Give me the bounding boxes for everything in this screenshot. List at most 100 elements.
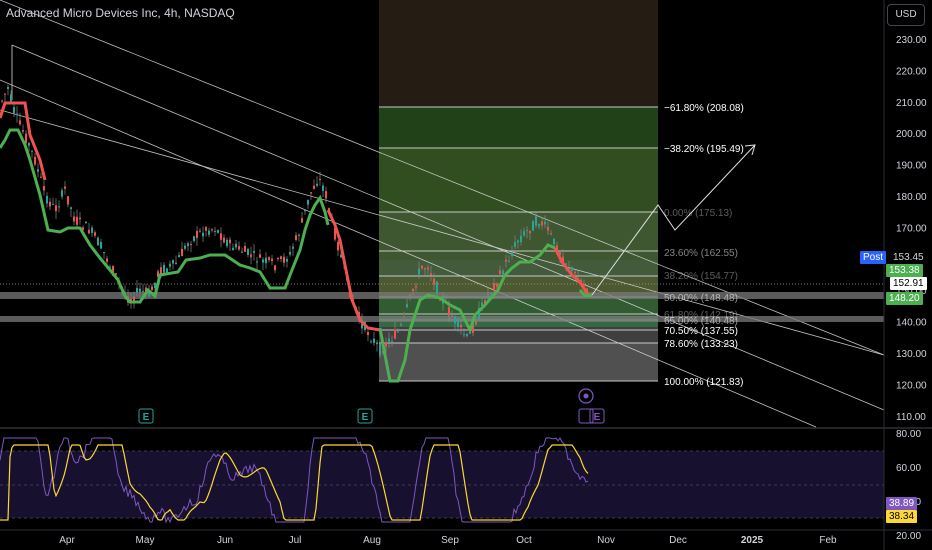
- candle-body: [253, 250, 255, 253]
- candle-body: [61, 190, 63, 197]
- candle-body: [202, 232, 204, 237]
- dividend-marker[interactable]: [578, 388, 594, 424]
- candle-body: [550, 233, 552, 235]
- candle-body: [289, 252, 291, 255]
- candle-body: [268, 257, 270, 260]
- candle-body: [538, 224, 540, 227]
- time-tick-label: Apr: [59, 535, 75, 546]
- earnings-marker-label: E: [143, 412, 150, 423]
- channel-line: [0, 109, 885, 356]
- price-tick-label: 170.00: [896, 223, 927, 234]
- candle-body: [64, 186, 66, 189]
- candle-body: [178, 255, 180, 258]
- candle-body: [175, 262, 177, 264]
- candle-body: [88, 229, 90, 234]
- candle-body: [262, 259, 264, 263]
- candle-body: [238, 246, 240, 250]
- time-tick-label: Jul: [289, 535, 302, 546]
- time-tick-label: 2025: [741, 535, 764, 546]
- candle-body: [418, 268, 420, 275]
- candle-body: [337, 241, 339, 251]
- fib-zone: [379, 343, 658, 381]
- price-tick-label: 180.00: [896, 192, 927, 203]
- earnings-marker[interactable]: E: [138, 408, 154, 424]
- candle-body: [229, 239, 231, 244]
- candle-body: [283, 256, 285, 263]
- candle-body: [226, 239, 228, 247]
- candle-body: [244, 246, 246, 252]
- candle-body: [511, 252, 513, 257]
- candle-body: [259, 254, 261, 258]
- time-tick-label: May: [136, 535, 155, 546]
- rsi-pane[interactable]: [0, 427, 932, 524]
- candle-body: [214, 230, 216, 232]
- rsi-value-tag: 38.89: [886, 497, 918, 510]
- fib-zone: [379, 0, 658, 107]
- post-label-tag: Post: [860, 251, 887, 264]
- candle-body: [265, 257, 267, 264]
- candle-body: [562, 256, 564, 263]
- candle-body: [460, 324, 462, 328]
- candle-body: [301, 218, 303, 223]
- earnings-marker-box: [589, 408, 605, 424]
- candle-body: [439, 299, 441, 301]
- candle-body: [169, 263, 171, 267]
- candle-body: [304, 209, 306, 212]
- candle-body: [403, 313, 405, 315]
- candle-body: [211, 229, 213, 231]
- price-tick-label: 220.00: [896, 66, 927, 77]
- currency-button[interactable]: USD: [887, 4, 925, 26]
- candle-body: [208, 230, 210, 235]
- rsi-tick-label: 20.00: [896, 531, 921, 542]
- candle-body: [490, 292, 492, 295]
- candle-body: [472, 324, 474, 333]
- candle-body: [547, 226, 549, 231]
- candle-body: [523, 231, 525, 236]
- current-price-tag: 152.91: [890, 277, 927, 290]
- candle-body: [505, 259, 507, 262]
- time-tick-label: Feb: [819, 535, 837, 546]
- candle-body: [373, 338, 375, 344]
- candle-body: [67, 196, 69, 205]
- candle-body: [481, 302, 483, 307]
- candle-body: [544, 221, 546, 225]
- earnings-marker-label: E: [594, 412, 601, 423]
- candle-body: [139, 288, 141, 292]
- candle-body: [421, 265, 423, 269]
- fib-label: 23.60% (162.55): [664, 248, 738, 259]
- candle-body: [148, 290, 150, 297]
- candle-body: [370, 341, 372, 343]
- candle-body: [415, 286, 417, 288]
- price-tick-label: 140.00: [896, 318, 927, 329]
- candle-body: [499, 270, 501, 275]
- trend-segment: [578, 289, 593, 298]
- candle-body: [235, 243, 237, 248]
- candle-body: [76, 216, 78, 225]
- candle-body: [1, 100, 3, 102]
- candle-body: [196, 230, 198, 239]
- candle-body: [250, 254, 252, 258]
- chart-title: Advanced Micro Devices Inc, 4h, NASDAQ: [6, 6, 235, 20]
- earnings-marker[interactable]: E: [589, 408, 605, 424]
- candle-body: [457, 319, 459, 328]
- fib-label: −38.20% (195.49): [664, 144, 744, 155]
- time-tick-label: Dec: [669, 535, 687, 546]
- time-tick-label: Nov: [597, 535, 615, 546]
- candle-body: [517, 240, 519, 243]
- candle-body: [97, 237, 99, 246]
- candle-body: [46, 195, 48, 204]
- fib-zone: [379, 212, 658, 260]
- candle-body: [22, 130, 24, 132]
- candle-body: [82, 227, 84, 230]
- candle-body: [325, 191, 327, 199]
- candle-body: [223, 237, 225, 243]
- fib-zone: [379, 278, 658, 296]
- candle-body: [475, 321, 477, 325]
- dividend-marker-dot: [583, 393, 589, 399]
- candle-body: [379, 344, 381, 356]
- candle-body: [85, 221, 87, 224]
- earnings-marker[interactable]: E: [357, 408, 373, 424]
